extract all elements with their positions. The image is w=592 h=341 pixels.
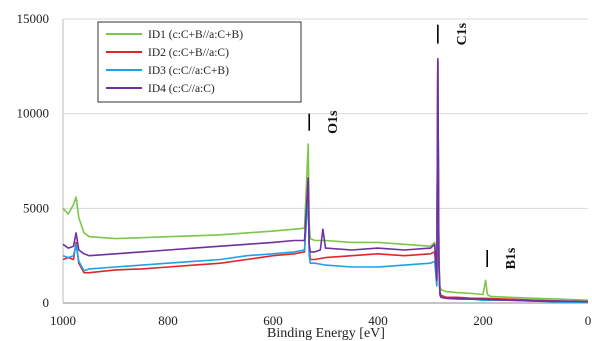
axes: 0 5000 10000 15000 1000 800 600 400 200 0	[17, 11, 592, 328]
peak-label: B1s	[504, 247, 519, 269]
y-tick-label: 5000	[23, 200, 49, 215]
legend-label: ID1 (c:C+B//a:C+B)	[148, 29, 243, 41]
peak-label: C1s	[455, 22, 470, 45]
legend-label: ID4 (c:C//a:C)	[148, 83, 215, 95]
legend-label: ID3 (c:C//a:C+B)	[148, 65, 229, 77]
legend-label: ID2 (c:C+B//a:C)	[148, 47, 229, 59]
peak-label: O1s	[326, 110, 341, 134]
legend-box	[97, 21, 302, 103]
x-tick-label: 800	[158, 313, 178, 328]
x-axis-title: Binding Energy [eV]	[267, 326, 385, 341]
x-tick-label: 600	[263, 313, 283, 328]
legend: ID1 (c:C+B//a:C+B) ID2 (c:C+B//a:C) ID3 (c…	[97, 21, 302, 103]
x-tick-label: 200	[473, 313, 493, 328]
y-tick-label: 15000	[17, 11, 50, 26]
y-tick-label: 0	[43, 295, 50, 310]
x-tick-label: 1000	[50, 313, 76, 328]
series-line-id2	[62, 59, 589, 303]
x-tick-label: 0	[585, 313, 592, 328]
series-line-id1	[62, 57, 589, 301]
y-tick-label: 10000	[17, 106, 50, 121]
series-line-id4	[62, 57, 589, 303]
x-tick-label: 400	[368, 313, 388, 328]
annotations: O1s C1s B1s	[308, 22, 519, 269]
series-layer	[62, 57, 589, 303]
